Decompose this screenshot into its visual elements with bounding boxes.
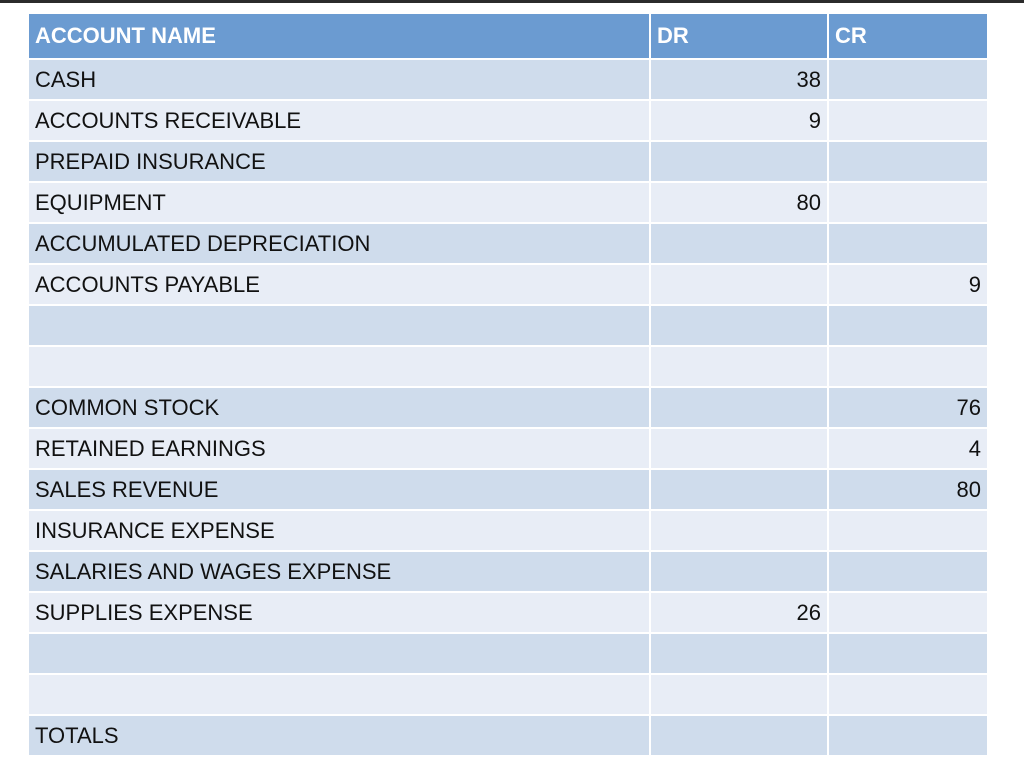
table-row: CASH 38 [27,58,989,101]
table-row: ACCOUNTS PAYABLE 9 [27,263,989,306]
table-row [27,304,989,347]
account-name-cell [27,673,651,716]
table-row: INSURANCE EXPENSE [27,509,989,552]
account-name-cell: ACCUMULATED DEPRECIATION [27,222,651,265]
debit-cell [649,673,829,716]
table-row: SUPPLIES EXPENSE 26 [27,591,989,634]
table-row: ACCOUNTS RECEIVABLE 9 [27,99,989,142]
table-row: RETAINED EARNINGS 4 [27,427,989,470]
table-row [27,632,989,675]
account-name-cell: COMMON STOCK [27,386,651,429]
debit-cell [649,550,829,593]
account-name-cell: CASH [27,58,651,101]
table-body: CASH 38 ACCOUNTS RECEIVABLE 9 PREPAID INSURA… [27,58,989,757]
account-name-cell: INSURANCE EXPENSE [27,509,651,552]
table-header: ACCOUNT NAME DR CR [27,12,989,60]
debit-cell: 80 [649,181,829,224]
debit-cell [649,468,829,511]
credit-cell [827,58,989,101]
debit-cell: 38 [649,58,829,101]
account-name-cell: ACCOUNTS PAYABLE [27,263,651,306]
debit-cell [649,345,829,388]
account-name-cell [27,345,651,388]
account-name-cell: RETAINED EARNINGS [27,427,651,470]
debit-cell [649,140,829,183]
debit-cell [649,222,829,265]
credit-cell [827,140,989,183]
table-row: TOTALS [27,714,989,757]
debit-cell [649,304,829,347]
table-row: ACCUMULATED DEPRECIATION [27,222,989,265]
table-row [27,673,989,716]
account-name-cell: SALARIES AND WAGES EXPENSE [27,550,651,593]
trial-balance-table: ACCOUNT NAME DR CR CASH 38 ACCOUNTS RECEIV… [27,12,989,757]
debit-cell [649,509,829,552]
table-row [27,345,989,388]
debit-cell [649,386,829,429]
credit-header: CR [827,12,989,60]
credit-cell [827,345,989,388]
account-name-cell: ACCOUNTS RECEIVABLE [27,99,651,142]
top-border-line [0,0,1024,3]
debit-cell: 26 [649,591,829,634]
account-name-cell: PREPAID INSURANCE [27,140,651,183]
credit-cell [827,632,989,675]
debit-cell [649,714,829,757]
credit-cell [827,714,989,757]
table-row: SALARIES AND WAGES EXPENSE [27,550,989,593]
credit-cell [827,591,989,634]
header-row: ACCOUNT NAME DR CR [27,12,989,60]
credit-cell [827,673,989,716]
debit-cell [649,632,829,675]
debit-cell [649,263,829,306]
account-name-cell: EQUIPMENT [27,181,651,224]
credit-cell [827,99,989,142]
table-row: EQUIPMENT 80 [27,181,989,224]
credit-cell [827,509,989,552]
account-name-cell: SUPPLIES EXPENSE [27,591,651,634]
debit-cell: 9 [649,99,829,142]
table-row: PREPAID INSURANCE [27,140,989,183]
account-name-header: ACCOUNT NAME [27,12,651,60]
credit-cell: 4 [827,427,989,470]
table-row: SALES REVENUE 80 [27,468,989,511]
credit-cell [827,550,989,593]
credit-cell: 80 [827,468,989,511]
account-name-cell: TOTALS [27,714,651,757]
credit-cell: 9 [827,263,989,306]
credit-cell [827,181,989,224]
account-name-cell [27,304,651,347]
table-row: COMMON STOCK 76 [27,386,989,429]
account-name-cell [27,632,651,675]
credit-cell: 76 [827,386,989,429]
credit-cell [827,304,989,347]
debit-cell [649,427,829,470]
debit-header: DR [649,12,829,60]
account-name-cell: SALES REVENUE [27,468,651,511]
credit-cell [827,222,989,265]
